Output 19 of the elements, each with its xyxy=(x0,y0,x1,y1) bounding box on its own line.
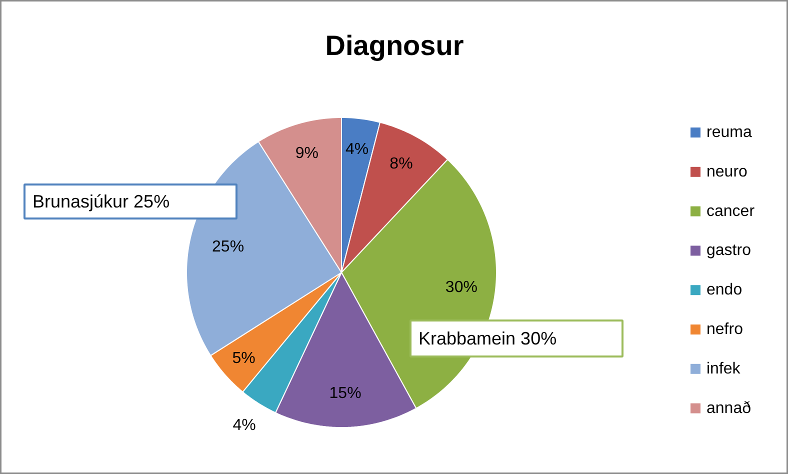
legend-label: reuma xyxy=(706,124,752,141)
data-label: 15% xyxy=(329,384,362,402)
legend-label: nefro xyxy=(706,321,744,338)
data-label: 4% xyxy=(345,140,369,158)
legend-label: endo xyxy=(706,282,742,299)
legend-label: gastro xyxy=(706,242,752,260)
legend-label: annað xyxy=(706,400,752,417)
data-label: 25% xyxy=(212,238,244,256)
data-label: 5% xyxy=(232,350,256,368)
chart-title: Diagnosur xyxy=(325,30,464,61)
data-label: 30% xyxy=(445,279,478,296)
data-label: 4% xyxy=(232,417,256,434)
legend-label: neuro xyxy=(706,163,748,180)
text: Brunasjúkur 25% xyxy=(32,192,170,212)
data-label: 8% xyxy=(390,155,413,172)
data-label: 9% xyxy=(295,144,318,162)
text: Krabbamein 30% xyxy=(418,328,557,348)
legend-label: infek xyxy=(706,360,742,378)
legend-label: cancer xyxy=(706,202,756,220)
